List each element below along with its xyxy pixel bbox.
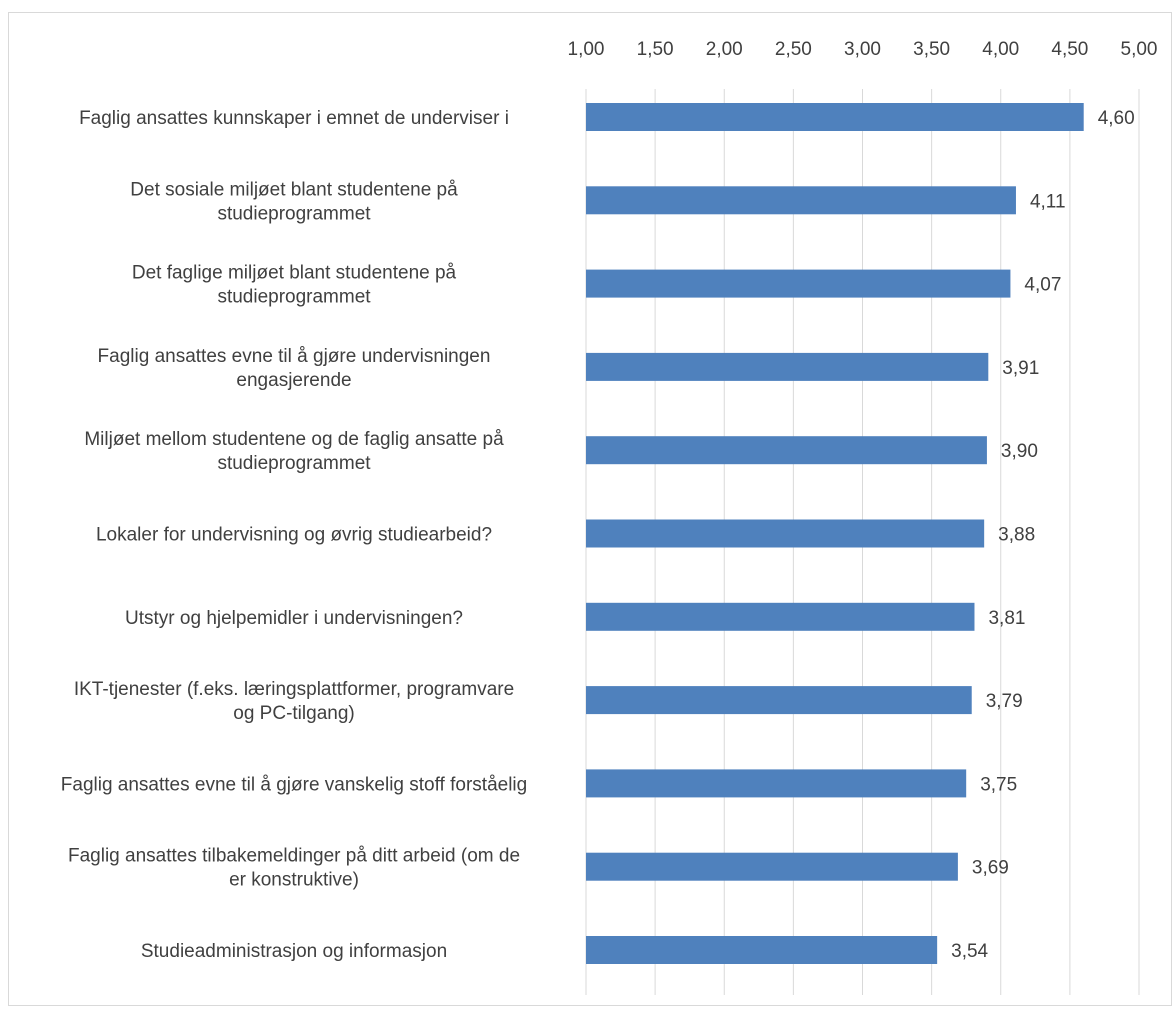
category-label: Faglig ansattes tilbakemeldinger på ditt… [68, 846, 520, 891]
x-tick-label: 3,00 [844, 39, 881, 60]
category-label-line: og PC-tilgang) [233, 703, 354, 724]
x-tick-label: 3,50 [913, 39, 950, 60]
category-label: Studieadministrasjon og informasjon [141, 941, 447, 962]
bar [586, 186, 1016, 215]
category-label: Utstyr og hjelpemidler i undervisningen? [125, 608, 463, 629]
x-tick-label: 5,00 [1121, 39, 1158, 60]
category-label-line: Faglig ansattes kunnskaper i emnet de un… [79, 108, 509, 129]
category-label: Faglig ansattes kunnskaper i emnet de un… [79, 108, 509, 129]
category-label-line: Det faglige miljøet blant studentene på [132, 263, 457, 284]
bar [586, 769, 967, 798]
x-tick-label: 1,50 [637, 39, 674, 60]
bar [586, 602, 975, 631]
data-labels: 4,60 4,11 4,07 3,91 3,90 3,88 3,81 3,79 3,75 3,69… [951, 108, 1135, 962]
data-label: 3,88 [998, 525, 1035, 546]
data-label: 3,81 [988, 608, 1025, 629]
bar [586, 686, 972, 715]
category-label-line: Faglig ansattes evne til å gjøre undervi… [98, 346, 491, 367]
bar [586, 936, 938, 964]
category-label: Faglig ansattes evne til å gjøre undervi… [98, 346, 491, 391]
category-label: Faglig ansattes evne til å gjøre vanskel… [61, 774, 527, 795]
category-label-line: Lokaler for undervisning og øvrig studie… [96, 525, 492, 546]
category-label-line: Utstyr og hjelpemidler i undervisningen? [125, 608, 463, 629]
x-tick-label: 2,00 [706, 39, 743, 60]
data-label: 3,75 [980, 774, 1017, 795]
x-tick-label: 4,00 [982, 39, 1019, 60]
data-label: 4,07 [1024, 275, 1061, 296]
category-label-line: Det sosiale miljøet blant studentene på [130, 179, 458, 200]
chart-frame: 1,00 1,50 2,00 2,50 3,00 3,50 4,00 4,50 5,00 Fag… [8, 12, 1172, 1006]
bar [586, 103, 1084, 131]
x-tick-label: 2,50 [775, 39, 812, 60]
category-label-line: Faglig ansattes tilbakemeldinger på ditt… [68, 846, 520, 867]
category-label-line: studieprogrammet [217, 453, 371, 474]
category-label: Lokaler for undervisning og øvrig studie… [96, 525, 492, 546]
category-label-line: Faglig ansattes evne til å gjøre vanskel… [61, 774, 527, 795]
bar-chart: 1,00 1,50 2,00 2,50 3,00 3,50 4,00 4,50 5,00 Fag… [61, 39, 1158, 995]
data-label: 3,54 [951, 941, 988, 962]
category-label-line: Studieadministrasjon og informasjon [141, 941, 447, 962]
category-labels: Faglig ansattes kunnskaper i emnet de un… [61, 108, 527, 962]
bar [586, 852, 958, 881]
data-label: 3,91 [1002, 358, 1039, 379]
bar [586, 269, 1011, 298]
category-label-line: IKT-tjenester (f.eks. læringsplattformer… [74, 679, 514, 700]
category-label: Det faglige miljøet blant studentene på s… [132, 263, 457, 308]
category-label: IKT-tjenester (f.eks. læringsplattformer… [74, 679, 514, 724]
data-label: 3,79 [986, 691, 1023, 712]
bar [586, 436, 987, 465]
data-label: 3,90 [1001, 441, 1038, 462]
category-label-line: Miljøet mellom studentene og de faglig a… [84, 429, 504, 450]
bar [586, 352, 989, 381]
category-label-line: engasjerende [236, 370, 351, 391]
bars [586, 103, 1084, 964]
category-label-line: studieprogrammet [217, 287, 371, 308]
x-tick-label: 1,00 [568, 39, 605, 60]
data-label: 4,11 [1030, 191, 1066, 212]
data-label: 4,60 [1098, 108, 1135, 129]
category-label: Miljøet mellom studentene og de faglig a… [84, 429, 504, 474]
x-axis-tick-labels: 1,00 1,50 2,00 2,50 3,00 3,50 4,00 4,50 5,00 [568, 39, 1158, 60]
category-label-line: studieprogrammet [217, 203, 371, 224]
category-label-line: er konstruktive) [229, 870, 359, 891]
data-label: 3,69 [972, 858, 1009, 879]
bar [586, 519, 985, 548]
category-label: Det sosiale miljøet blant studentene på s… [130, 179, 458, 224]
x-tick-label: 4,50 [1051, 39, 1088, 60]
